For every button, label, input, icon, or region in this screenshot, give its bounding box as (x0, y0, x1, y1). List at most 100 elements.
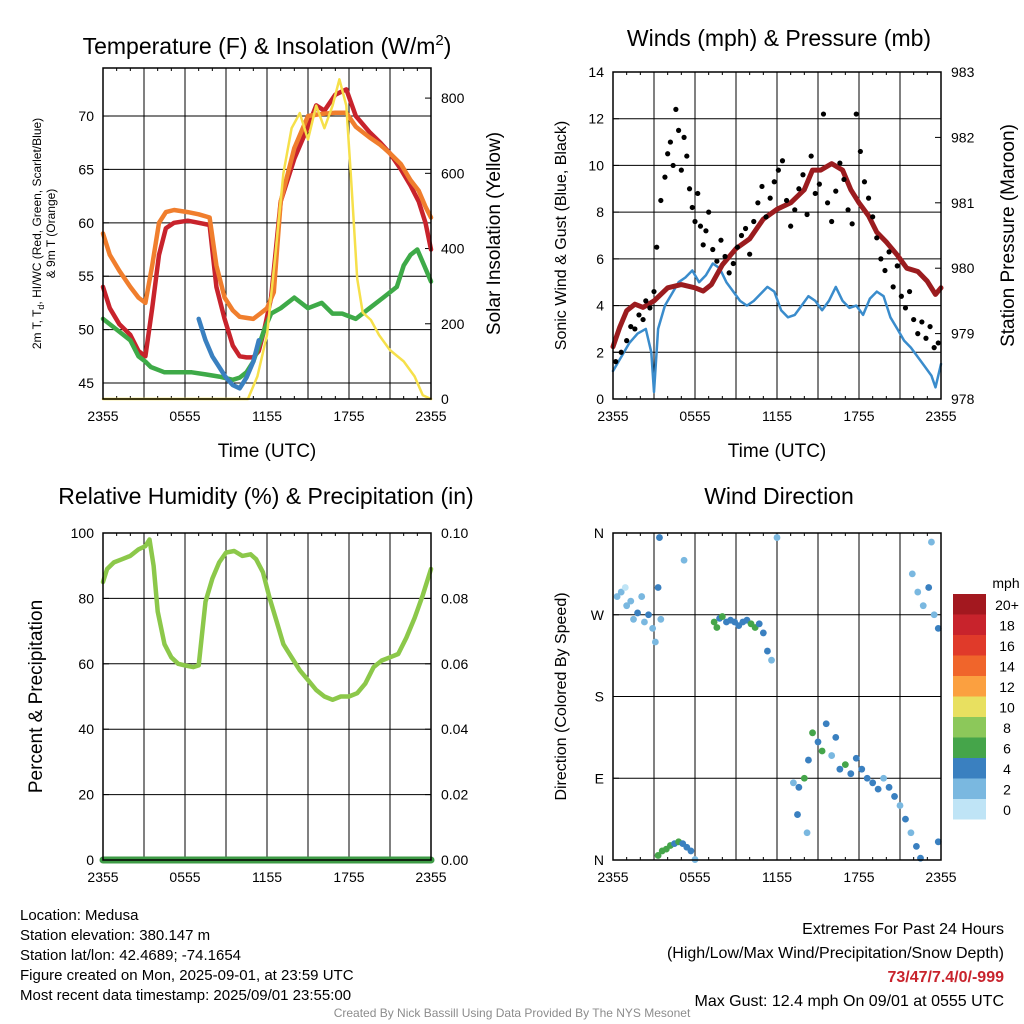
y2-tick-label: 981 (951, 195, 975, 211)
gust-point (722, 253, 728, 260)
series-line-sonic-wind (611, 262, 943, 394)
x-tick-label: 2355 (87, 869, 118, 885)
y-tick-label: 80 (78, 590, 94, 606)
gust-point (878, 256, 884, 262)
direction-point (869, 779, 877, 787)
direction-point (891, 793, 898, 800)
y-tick-label: 60 (78, 656, 94, 672)
gust-point (829, 218, 835, 225)
y-tick-label: 65 (78, 161, 94, 177)
direction-point (634, 609, 641, 617)
gust-point (800, 172, 806, 178)
gust-point (714, 258, 720, 264)
gust-point (667, 139, 674, 145)
direction-point (638, 593, 646, 600)
direction-point (919, 602, 927, 610)
gust-point (755, 200, 761, 206)
legend-title: mph (992, 575, 1019, 591)
series-line-2m-td (100, 247, 434, 383)
gust-point (734, 244, 740, 250)
gust-point (643, 298, 649, 304)
x-tick-label: 1155 (252, 408, 282, 424)
direction-point (930, 611, 938, 619)
gust-point (874, 235, 880, 241)
direction-point (759, 629, 767, 637)
x-tick-label: 1155 (762, 408, 792, 424)
gust-point (915, 331, 921, 337)
y2-tick-label: 982 (951, 129, 975, 145)
legend-label: 12 (999, 679, 1015, 695)
direction-point (885, 783, 893, 791)
direction-point (934, 624, 942, 632)
gust-point (804, 211, 810, 218)
gust-point (651, 288, 657, 295)
gust-point (845, 207, 851, 213)
y-tick-label: W (591, 607, 605, 623)
x-tick-label: 1155 (252, 869, 282, 885)
direction-point (907, 829, 915, 837)
direction-point (914, 588, 922, 596)
direction-point (828, 752, 836, 759)
direction-point (925, 584, 933, 591)
x-tick-label: 0555 (169, 869, 200, 885)
y2-tick-label: 0.00 (441, 852, 468, 868)
direction-point (814, 738, 822, 746)
y2-tick-label: 979 (951, 326, 975, 342)
y-tick-label: 12 (588, 111, 604, 127)
gust-point (771, 179, 777, 185)
y-tick-label: 10 (588, 157, 604, 173)
direction-point (880, 774, 887, 782)
gust-point (783, 197, 790, 204)
extremes-box: Extremes For Past 24 Hours (High/Low/Max… (667, 918, 1004, 1014)
y-tick-label: 55 (78, 268, 94, 284)
gust-point (678, 167, 684, 173)
y2-tick-label: 980 (951, 260, 975, 276)
series-line-insolation (101, 78, 433, 401)
direction-point (718, 613, 726, 620)
gust-point (636, 312, 642, 318)
direction-point (768, 656, 775, 664)
gust-point (689, 204, 695, 211)
y-tick-label: 14 (588, 64, 604, 80)
legend-swatch (953, 635, 986, 656)
legend-label: 20+ (995, 597, 1019, 613)
x-tick-label: 1755 (843, 869, 874, 885)
x-axis-label: Time (UTC) (218, 441, 317, 462)
gust-point (788, 223, 794, 229)
gust-point (763, 214, 769, 220)
gust-point (923, 335, 929, 341)
direction-point (713, 624, 721, 631)
y2-tick-label: 0.08 (441, 590, 468, 606)
legend-label: 4 (1003, 761, 1011, 777)
direction-point (858, 765, 866, 773)
gust-point (695, 190, 701, 197)
gust-point (618, 349, 624, 355)
gust-point (824, 200, 831, 206)
legend-label: 0 (1003, 802, 1011, 818)
gust-point (624, 338, 630, 344)
y-tick-label: 70 (78, 108, 94, 124)
gust-point (902, 305, 909, 311)
gust-point (628, 323, 634, 330)
gust-point (640, 316, 646, 323)
y-tick-label: 4 (596, 298, 604, 314)
y-tick-label: 20 (78, 787, 94, 803)
direction-point (645, 611, 652, 619)
direction-point (896, 802, 904, 809)
gust-point (820, 111, 827, 117)
direction-point (822, 720, 830, 728)
legend-swatch (953, 799, 986, 820)
direction-point (649, 624, 657, 632)
y-tick-label: 45 (78, 375, 94, 391)
direction-point (841, 761, 849, 769)
panel-title: Winds (mph) & Pressure (mb) (627, 25, 931, 51)
gust-point (853, 111, 859, 117)
gust-point (779, 158, 786, 164)
direction-point (934, 838, 942, 846)
y-tick-label: 60 (78, 215, 94, 231)
x-tick-label: 0555 (169, 408, 200, 424)
gust-point (706, 209, 712, 215)
gust-point (857, 148, 863, 155)
